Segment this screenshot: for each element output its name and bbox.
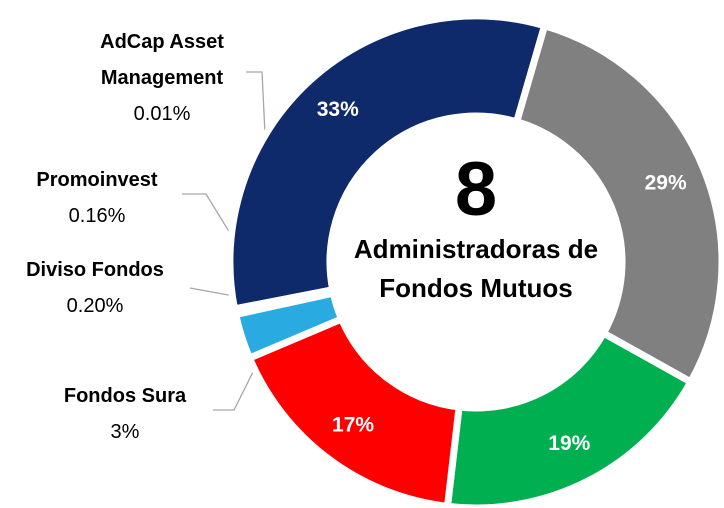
donut-segment bbox=[230, 285, 337, 314]
segment-label: AdCap Asset Management 0.01% bbox=[62, 24, 262, 132]
category-name: Fondos Sura bbox=[63, 385, 187, 407]
value-label: 19% bbox=[548, 432, 590, 455]
donut-segment bbox=[512, 21, 724, 387]
segment-label: Fondos Sura 3% bbox=[30, 378, 220, 450]
donut-segment bbox=[226, 12, 549, 314]
value-label: 29% bbox=[645, 172, 687, 195]
value-label: 17% bbox=[332, 414, 374, 437]
center-text: Administradoras de Fondos Mutuos bbox=[353, 234, 599, 303]
category-name: AdCap Asset Management bbox=[100, 31, 224, 89]
category-name: Diviso Fondos bbox=[26, 259, 164, 281]
segment-label: Promoinvest 0.16% bbox=[0, 162, 194, 234]
segment-label: Diviso Fondos 0.20% bbox=[0, 252, 190, 324]
donut-segment bbox=[443, 328, 696, 508]
center-number: 8 bbox=[454, 147, 498, 232]
center-label: 8 Administradoras de Fondos Mutuos bbox=[346, 150, 606, 308]
category-name: Promoinvest bbox=[36, 169, 158, 191]
value-label: 0.20% bbox=[66, 295, 124, 317]
value-label: 33% bbox=[317, 98, 359, 121]
value-label: 3% bbox=[110, 421, 140, 443]
value-label: 0.01% bbox=[133, 103, 191, 125]
value-label: 0.16% bbox=[68, 205, 126, 227]
